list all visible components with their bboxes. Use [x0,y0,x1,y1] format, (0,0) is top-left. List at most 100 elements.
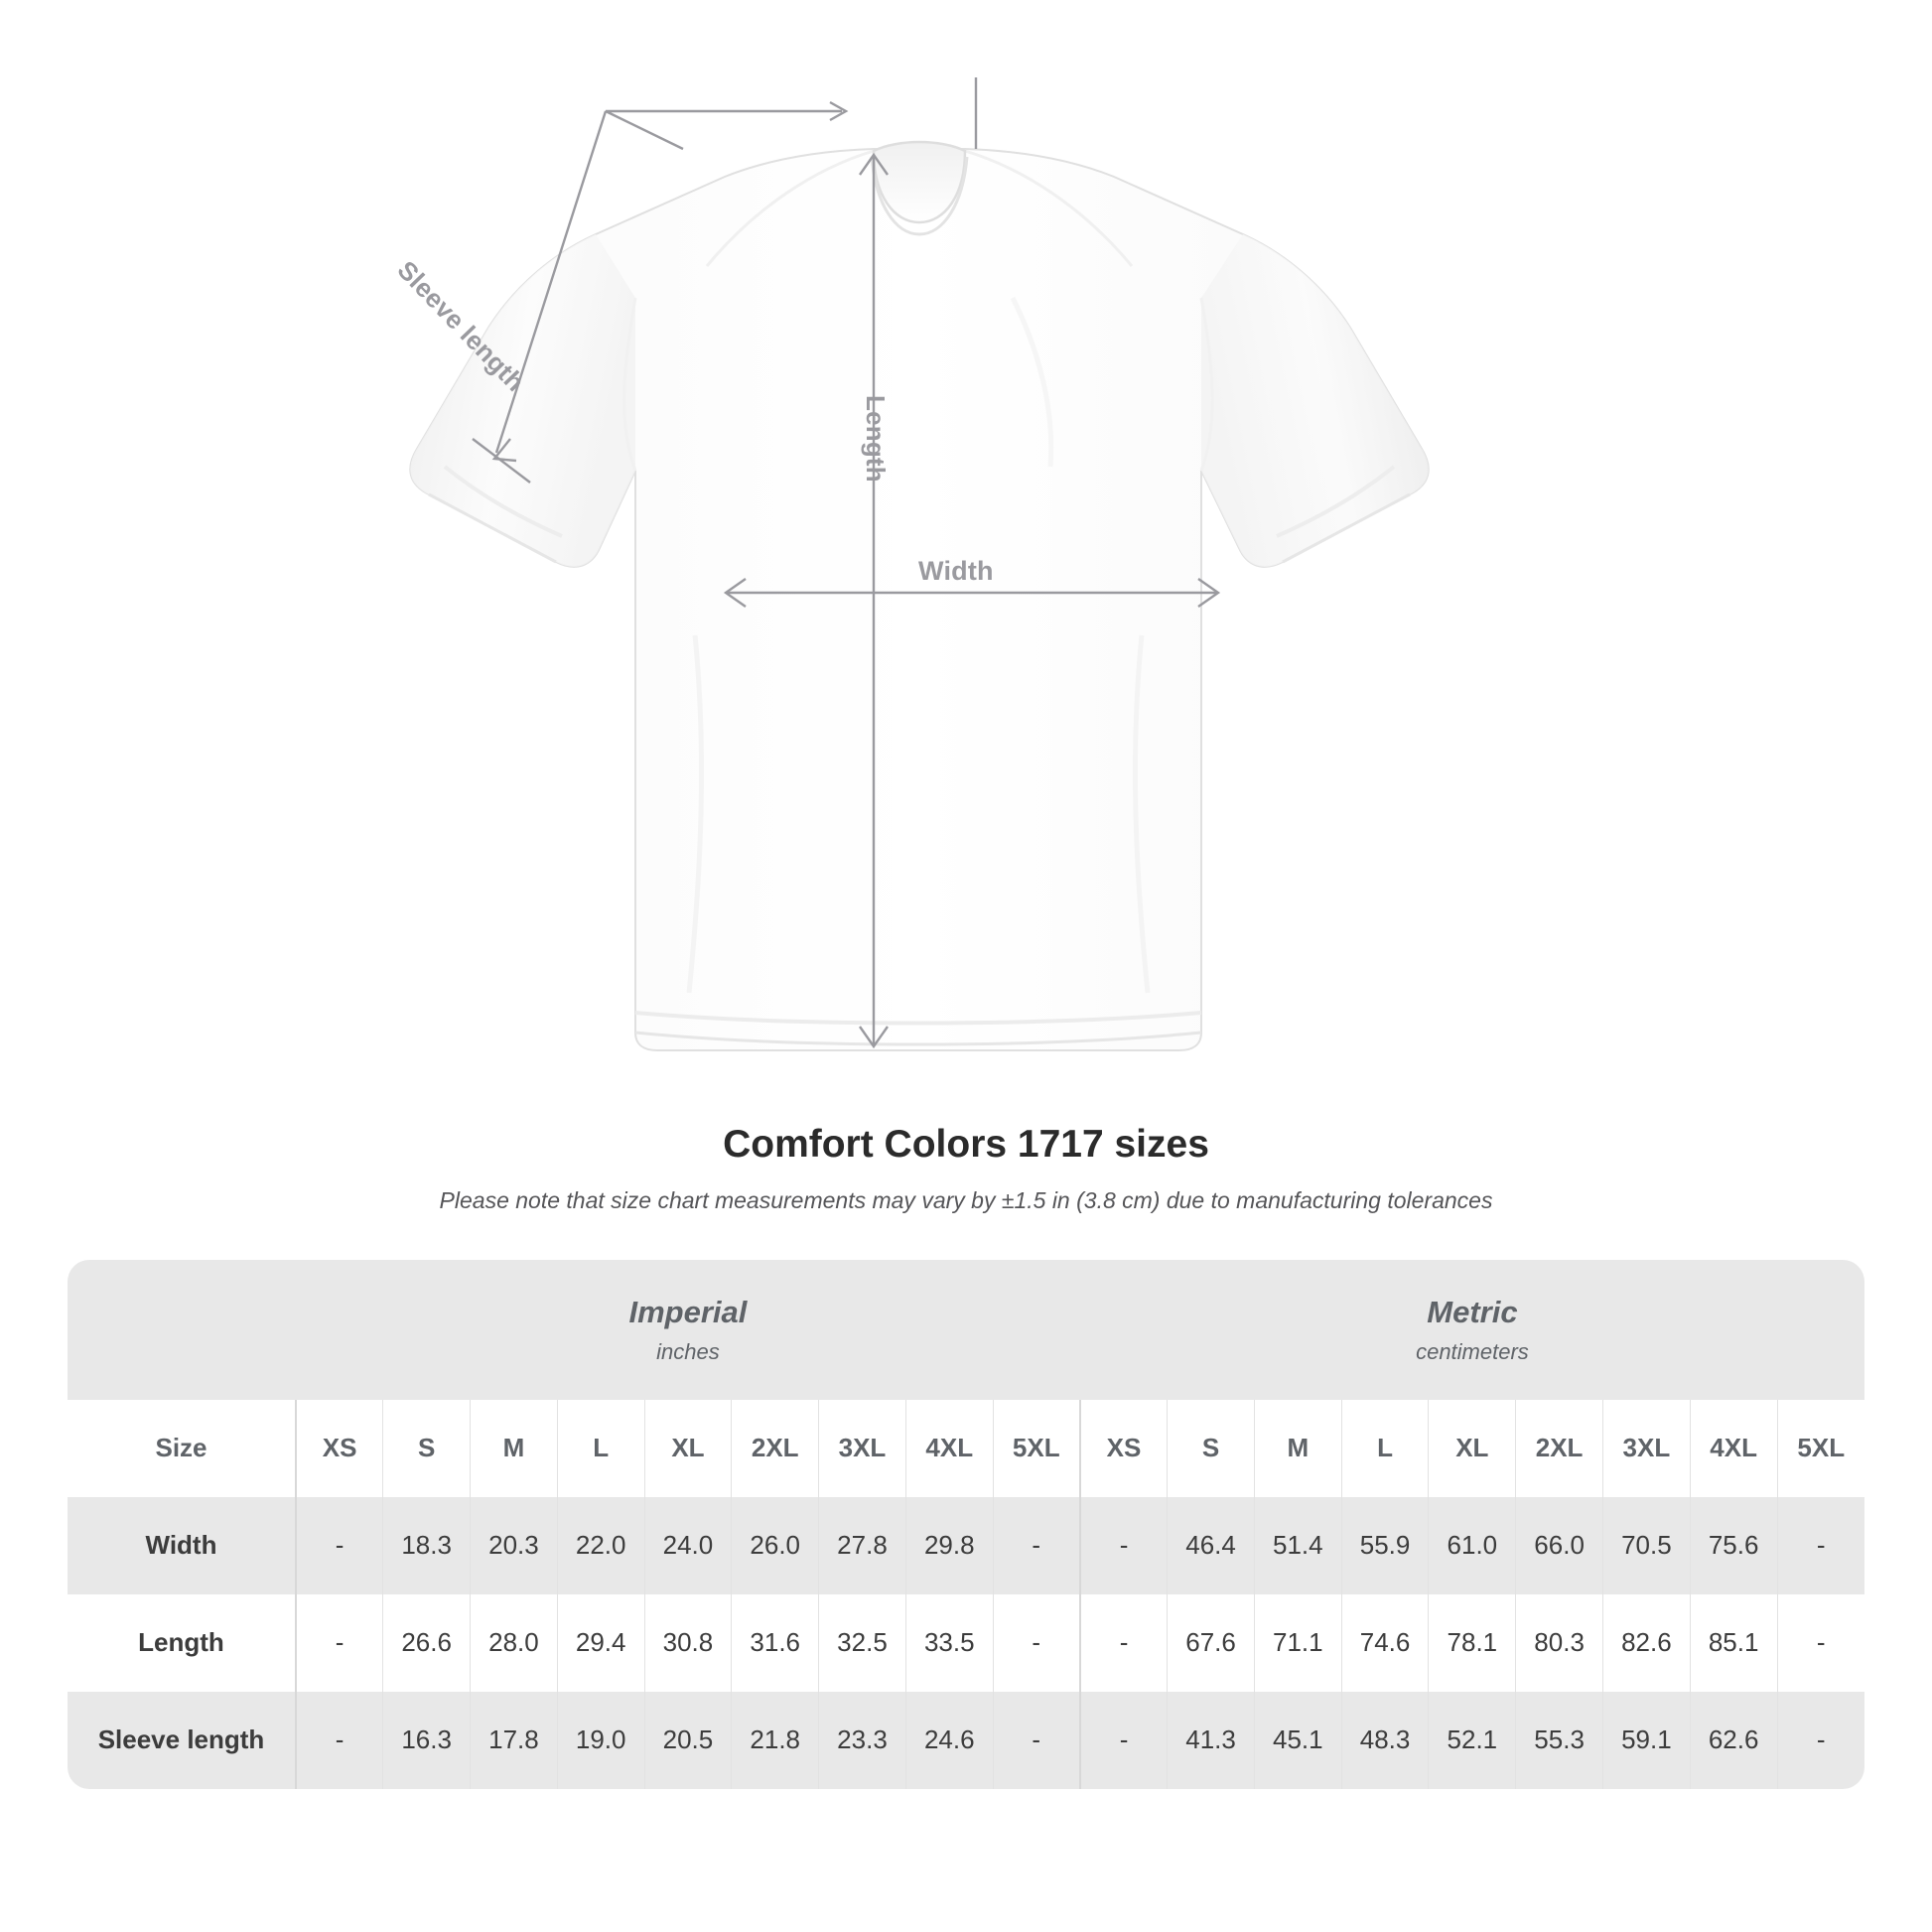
cell-length-imperial-xl: 30.8 [643,1593,732,1692]
tshirt-illustration [409,77,1430,1051]
cell-width-metric-4xl: 75.6 [1689,1496,1778,1594]
cell-length-metric-5xl: - [1776,1593,1864,1692]
size-header-metric-xl: XL [1428,1399,1516,1497]
width-arrow [723,578,1221,608]
cell-width-imperial-s: 18.3 [382,1496,471,1594]
size-header-imperial-m: M [470,1399,558,1497]
cell-sleeve-metric-l: 48.3 [1340,1691,1429,1789]
table-row: Width - 18.3 20.3 22.0 24.0 26.0 27.8 29… [68,1496,1864,1594]
size-header-metric-l: L [1340,1399,1429,1497]
cell-sleeve-imperial-xl: 20.5 [643,1691,732,1789]
size-header-metric-s: S [1167,1399,1255,1497]
row-label-sleeve-length: Sleeve length [68,1691,296,1789]
unit-group-metric-name: Metric [1427,1294,1518,1329]
cell-sleeve-imperial-2xl: 21.8 [731,1691,819,1789]
size-header-label: Size [68,1399,296,1497]
cell-sleeve-imperial-xs: - [295,1691,383,1789]
width-label: Width [918,556,994,586]
page-title: Comfort Colors 1717 sizes [723,1123,1209,1166]
length-label: Length [861,395,891,483]
cell-length-imperial-3xl: 32.5 [818,1593,906,1692]
cell-length-imperial-5xl: - [992,1593,1080,1692]
caption: Comfort Colors 1717 sizes Please note th… [0,1122,1932,1216]
size-header-imperial-3xl: 3XL [818,1399,906,1497]
cell-length-imperial-2xl: 31.6 [731,1593,819,1692]
size-header-imperial-5xl: 5XL [992,1399,1080,1497]
size-header-imperial-2xl: 2XL [731,1399,819,1497]
cell-sleeve-metric-3xl: 59.1 [1601,1691,1691,1789]
unit-group-metric: Metric centimeters [1079,1259,1864,1400]
cell-width-metric-m: 51.4 [1253,1496,1342,1594]
tshirt-diagram: Sleeve length Length Width [392,77,1430,1051]
row-label-length: Length [68,1593,296,1692]
cell-length-metric-l: 74.6 [1340,1593,1429,1692]
cell-length-imperial-l: 29.4 [556,1593,645,1692]
cell-width-imperial-5xl: - [992,1496,1080,1594]
cell-length-metric-4xl: 85.1 [1689,1593,1778,1692]
cell-sleeve-imperial-4xl: 24.6 [904,1691,994,1789]
cell-length-metric-2xl: 80.3 [1515,1593,1603,1692]
cell-sleeve-metric-4xl: 62.6 [1689,1691,1778,1789]
size-header-metric-5xl: 5XL [1776,1399,1864,1497]
unit-group-header-row: Imperial inches Metric centimeters [68,1259,1864,1400]
header-blank-corner [68,1259,296,1400]
size-header-imperial-xs: XS [295,1399,383,1497]
unit-group-imperial: Imperial inches [296,1259,1080,1400]
shirt-body-shape [409,140,1430,1051]
cell-width-imperial-m: 20.3 [470,1496,558,1594]
cell-length-metric-m: 71.1 [1253,1593,1342,1692]
cell-width-imperial-2xl: 26.0 [731,1496,819,1594]
size-header-imperial-4xl: 4XL [904,1399,994,1497]
cell-width-metric-5xl: - [1776,1496,1864,1594]
size-header-imperial-xl: XL [643,1399,732,1497]
cell-width-metric-s: 46.4 [1167,1496,1255,1594]
cell-sleeve-imperial-s: 16.3 [382,1691,471,1789]
cell-width-imperial-xl: 24.0 [643,1496,732,1594]
size-header-imperial-l: L [556,1399,645,1497]
cell-width-imperial-4xl: 29.8 [904,1496,994,1594]
cell-sleeve-metric-s: 41.3 [1167,1691,1255,1789]
unit-group-imperial-sub: inches [656,1339,720,1365]
cell-length-metric-3xl: 82.6 [1601,1593,1691,1692]
cell-length-imperial-s: 26.6 [382,1593,471,1692]
cell-sleeve-metric-xl: 52.1 [1428,1691,1516,1789]
cell-width-imperial-l: 22.0 [556,1496,645,1594]
cell-width-metric-l: 55.9 [1340,1496,1429,1594]
cell-length-imperial-4xl: 33.5 [904,1593,994,1692]
size-header-metric-m: M [1253,1399,1342,1497]
cell-sleeve-metric-5xl: - [1776,1691,1864,1789]
cell-length-imperial-xs: - [295,1593,383,1692]
cell-width-metric-2xl: 66.0 [1515,1496,1603,1594]
table-row: Sleeve length - 16.3 17.8 19.0 20.5 21.8… [68,1691,1864,1789]
length-arrow [859,152,889,1049]
table-row: Length - 26.6 28.0 29.4 30.8 31.6 32.5 3… [68,1593,1864,1692]
cell-length-metric-xl: 78.1 [1428,1593,1516,1692]
size-chart-table: Imperial inches Metric centimeters Size … [68,1259,1864,1789]
cell-sleeve-imperial-l: 19.0 [556,1691,645,1789]
cell-sleeve-imperial-3xl: 23.3 [818,1691,906,1789]
cell-sleeve-metric-2xl: 55.3 [1515,1691,1603,1789]
cell-sleeve-imperial-m: 17.8 [470,1691,558,1789]
size-header-row: Size XS S M L XL 2XL 3XL 4XL 5XL XS S M … [68,1399,1864,1497]
size-header-imperial-s: S [382,1399,471,1497]
size-header-metric-2xl: 2XL [1515,1399,1603,1497]
sleeve-length-arrow [472,77,978,483]
cell-width-imperial-xs: - [295,1496,383,1594]
cell-length-imperial-m: 28.0 [470,1593,558,1692]
cell-width-metric-3xl: 70.5 [1601,1496,1691,1594]
size-header-metric-4xl: 4XL [1689,1399,1778,1497]
unit-group-imperial-name: Imperial [628,1294,748,1329]
cell-width-metric-xs: - [1078,1496,1168,1594]
tolerance-note: Please note that size chart measurements… [439,1186,1493,1213]
cell-length-metric-s: 67.6 [1167,1593,1255,1692]
unit-group-metric-sub: centimeters [1416,1339,1529,1365]
cell-sleeve-metric-xs: - [1078,1691,1168,1789]
size-header-metric-3xl: 3XL [1601,1399,1691,1497]
row-label-width: Width [68,1496,296,1594]
cell-sleeve-metric-m: 45.1 [1253,1691,1342,1789]
size-header-metric-xs: XS [1078,1399,1168,1497]
cell-length-metric-xs: - [1078,1593,1168,1692]
cell-sleeve-imperial-5xl: - [992,1691,1080,1789]
size-chart-table-wrapper: Imperial inches Metric centimeters Size … [68,1259,1864,1789]
cell-width-imperial-3xl: 27.8 [818,1496,906,1594]
